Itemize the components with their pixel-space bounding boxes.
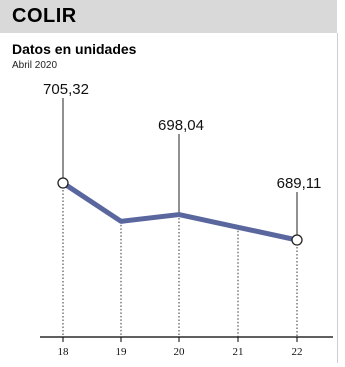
x-tick-label: 18 [58,346,70,358]
data-label: 689,11 [277,175,322,192]
data-label: 698,04 [158,117,204,134]
chart-title: COLIR [12,5,77,27]
x-tick-label: 20 [174,346,186,358]
chart-subtitle: Datos en unidades [12,41,137,57]
x-tick-label: 22 [292,346,303,358]
x-tick-label: 21 [233,346,244,358]
chart-period: Abril 2020 [12,60,58,71]
data-point-marker [291,234,303,246]
series-line [60,180,300,243]
data-point-marker [57,177,69,189]
data-label: 705,32 [43,81,89,98]
x-tick-label: 19 [116,346,128,358]
header-band [0,0,337,33]
panel-divider [337,33,338,363]
